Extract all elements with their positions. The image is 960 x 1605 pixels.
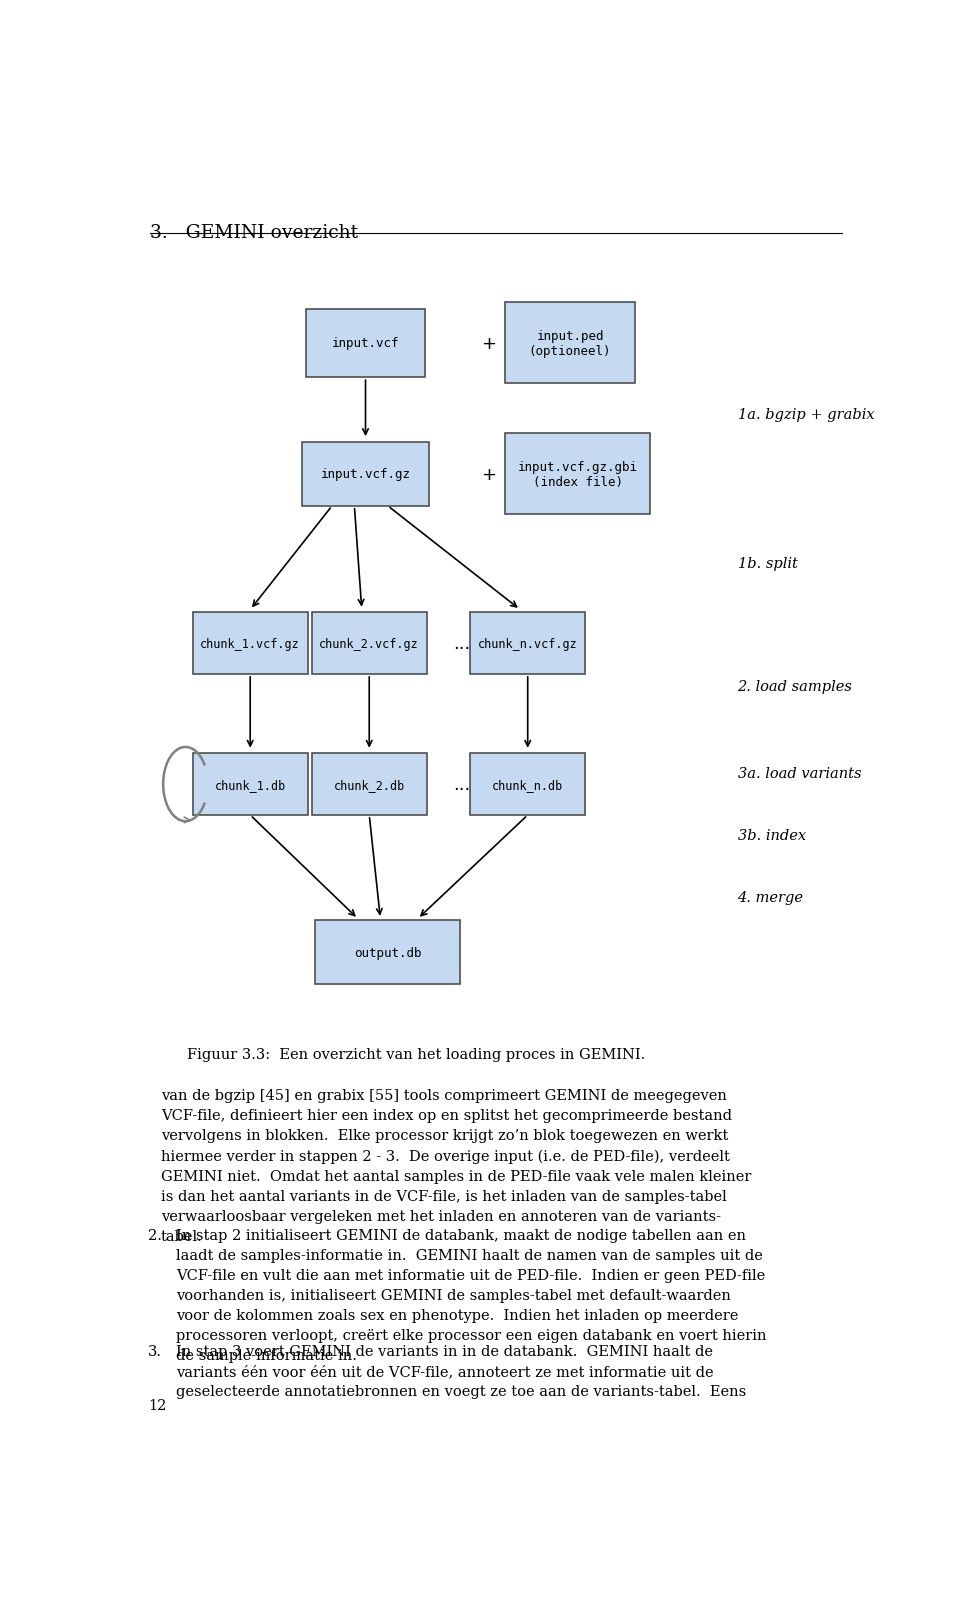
Text: ...: ... <box>454 634 470 653</box>
Text: chunk_1.vcf.gz: chunk_1.vcf.gz <box>201 637 300 650</box>
Text: 2. load samples: 2. load samples <box>737 681 852 693</box>
FancyBboxPatch shape <box>312 613 427 674</box>
FancyBboxPatch shape <box>302 443 429 507</box>
FancyBboxPatch shape <box>470 613 586 674</box>
Text: chunk_2.vcf.gz: chunk_2.vcf.gz <box>320 637 420 650</box>
Text: chunk_2.db: chunk_2.db <box>334 778 405 791</box>
Text: 3b. index: 3b. index <box>737 828 805 843</box>
Text: 12: 12 <box>148 1398 167 1412</box>
Text: 3a. load variants: 3a. load variants <box>737 767 861 780</box>
Text: output.db: output.db <box>354 947 421 960</box>
Text: chunk_n.db: chunk_n.db <box>492 778 564 791</box>
Text: 1b. split: 1b. split <box>737 557 798 570</box>
Text: 1a. bgzip + grabix: 1a. bgzip + grabix <box>737 408 875 422</box>
Text: +: + <box>481 334 495 353</box>
Text: ...: ... <box>454 775 470 793</box>
Text: 2.: 2. <box>148 1228 162 1242</box>
Text: Figuur 3.3:  Een overzicht van het loading proces in GEMINI.: Figuur 3.3: Een overzicht van het loadin… <box>187 1048 645 1063</box>
FancyBboxPatch shape <box>312 754 427 815</box>
Text: In stap 3 voert GEMINI de variants in in de databank.  GEMINI haalt de
variants : In stap 3 voert GEMINI de variants in in… <box>176 1345 746 1398</box>
FancyBboxPatch shape <box>505 303 636 384</box>
Text: In stap 2 initialiseert GEMINI de databank, maakt de nodige tabellen aan en
laad: In stap 2 initialiseert GEMINI de databa… <box>176 1228 766 1363</box>
FancyBboxPatch shape <box>315 921 461 985</box>
Text: +: + <box>481 465 495 483</box>
Text: input.vcf.gz: input.vcf.gz <box>321 469 411 482</box>
Text: 3.   GEMINI overzicht: 3. GEMINI overzicht <box>150 223 358 241</box>
Text: van de bgzip [45] en grabix [55] tools comprimeert GEMINI de meegegeven
VCF-file: van de bgzip [45] en grabix [55] tools c… <box>161 1088 752 1244</box>
Text: chunk_1.db: chunk_1.db <box>215 778 286 791</box>
Text: 3.: 3. <box>148 1345 162 1358</box>
Text: input.ped
(optioneel): input.ped (optioneel) <box>529 329 612 358</box>
FancyBboxPatch shape <box>193 754 308 815</box>
FancyBboxPatch shape <box>193 613 308 674</box>
Text: input.vcf.gz.gbi
(index file): input.vcf.gz.gbi (index file) <box>517 461 637 488</box>
Text: chunk_n.vcf.gz: chunk_n.vcf.gz <box>478 637 578 650</box>
FancyBboxPatch shape <box>470 754 586 815</box>
Text: input.vcf: input.vcf <box>332 337 399 350</box>
Text: 4. merge: 4. merge <box>737 891 804 904</box>
FancyBboxPatch shape <box>505 435 650 515</box>
FancyBboxPatch shape <box>306 310 425 377</box>
